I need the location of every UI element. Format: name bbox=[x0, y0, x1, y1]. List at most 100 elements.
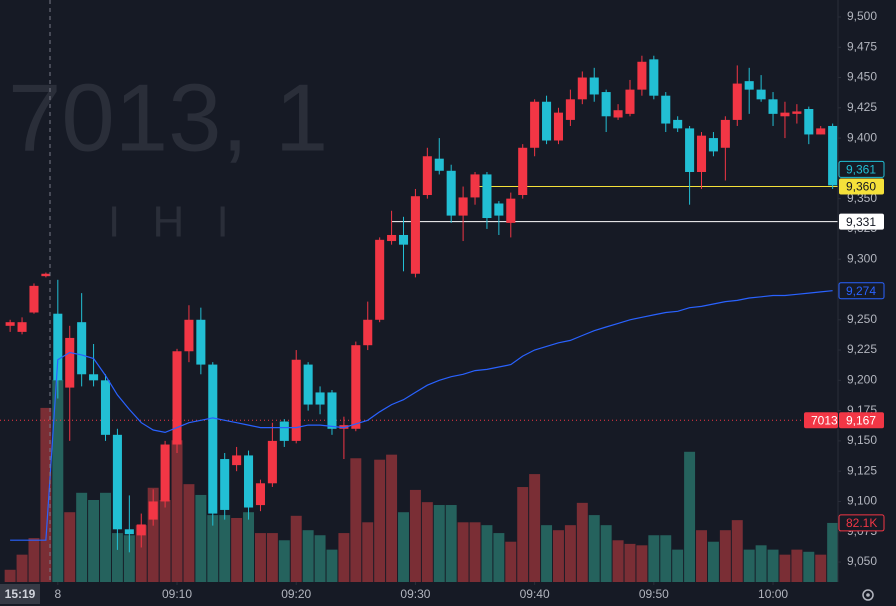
candle-body bbox=[410, 196, 420, 274]
volume-bar bbox=[183, 484, 195, 582]
candle-body bbox=[744, 81, 754, 90]
volume-bar bbox=[219, 515, 231, 582]
last-price-label: 9,361 bbox=[846, 162, 876, 176]
candle-body bbox=[65, 337, 75, 388]
volume-bar bbox=[100, 492, 111, 582]
y-tick-label: 9,475 bbox=[847, 39, 877, 53]
volume-bar bbox=[779, 554, 791, 582]
volume-bar bbox=[16, 554, 28, 582]
candle-body bbox=[494, 203, 504, 216]
candle-body bbox=[148, 501, 158, 520]
candle-body bbox=[232, 455, 242, 466]
volume-bar bbox=[827, 522, 839, 582]
volume-bar bbox=[743, 549, 755, 582]
y-tick-label: 9,300 bbox=[847, 251, 877, 265]
volume-bar bbox=[243, 512, 255, 582]
ma-label: 9,274 bbox=[846, 284, 876, 298]
candle-body bbox=[565, 99, 575, 120]
volume-bar bbox=[171, 440, 183, 582]
candle-body bbox=[29, 285, 39, 313]
price-line-label: 9,331 bbox=[846, 215, 876, 229]
candle-body bbox=[685, 128, 695, 172]
candle-body bbox=[577, 77, 587, 100]
candle-body bbox=[625, 89, 635, 114]
candle-body bbox=[160, 444, 170, 502]
volume-bar bbox=[111, 533, 123, 582]
volume-bar bbox=[481, 525, 493, 582]
y-tick-label: 9,450 bbox=[847, 70, 877, 84]
candle-body bbox=[41, 273, 51, 277]
candle-body bbox=[530, 101, 540, 148]
candle-body bbox=[446, 170, 456, 216]
candle-body bbox=[255, 483, 265, 506]
candle-body bbox=[315, 392, 325, 405]
volume-bar bbox=[564, 525, 576, 582]
candle-body bbox=[5, 322, 15, 326]
last-price-label-box bbox=[838, 160, 885, 178]
volume-bar bbox=[803, 551, 815, 582]
settings-icon[interactable] bbox=[862, 589, 874, 601]
volume-bar bbox=[409, 489, 421, 582]
volume-bar bbox=[64, 512, 76, 582]
prev-close-symbol: 7013 bbox=[811, 413, 838, 427]
candle-body bbox=[816, 128, 826, 135]
candle-body bbox=[291, 359, 301, 441]
volume-bar bbox=[684, 451, 696, 582]
candle-body bbox=[327, 392, 337, 429]
candle-body bbox=[542, 101, 552, 141]
candle-body bbox=[398, 234, 409, 245]
candle-body bbox=[506, 198, 516, 223]
y-tick-label: 9,125 bbox=[847, 463, 877, 477]
y-tick-label: 9,250 bbox=[847, 312, 877, 326]
candle-body bbox=[208, 364, 218, 514]
candle-body bbox=[553, 112, 563, 141]
candle-body bbox=[768, 99, 778, 114]
volume-bar bbox=[815, 554, 827, 582]
ma-label-box bbox=[838, 282, 885, 300]
prev-close-label-box bbox=[839, 412, 884, 429]
volume-bar bbox=[386, 454, 398, 582]
volume-bar bbox=[767, 549, 779, 582]
volume-bar bbox=[123, 535, 135, 582]
candle-body bbox=[89, 374, 99, 381]
candle-body bbox=[184, 319, 194, 352]
crosshair-label: 15:19 bbox=[5, 587, 36, 601]
candle-body bbox=[244, 455, 254, 508]
candle-body bbox=[100, 380, 111, 435]
volume-bar bbox=[52, 379, 64, 582]
volume-bar bbox=[338, 533, 350, 582]
candle-body bbox=[720, 119, 730, 148]
volume-bar bbox=[254, 533, 266, 582]
volume-bar bbox=[541, 525, 553, 582]
candle-body bbox=[220, 459, 230, 510]
volume-bar bbox=[159, 499, 171, 582]
volume-bar bbox=[4, 569, 16, 582]
volume-bar bbox=[231, 517, 243, 582]
candle-body bbox=[434, 158, 444, 171]
y-tick-label: 9,225 bbox=[847, 342, 877, 356]
y-tick-label: 9,425 bbox=[847, 100, 877, 114]
volume-bar bbox=[207, 515, 219, 582]
volume-bar bbox=[791, 549, 803, 582]
volume-bar bbox=[576, 502, 588, 582]
volume-bar bbox=[374, 459, 386, 582]
volume-bar bbox=[302, 530, 314, 582]
candle-body bbox=[482, 174, 492, 219]
volume-bar bbox=[135, 525, 147, 582]
candle-body bbox=[470, 174, 480, 198]
volume-label: 82.1K bbox=[846, 516, 877, 530]
watermark-symbol: 7013, 1 bbox=[8, 64, 328, 171]
candle-body bbox=[112, 434, 122, 530]
candle-body bbox=[828, 125, 838, 186]
x-tick-label: 09:50 bbox=[639, 587, 669, 601]
volume-bar bbox=[40, 407, 52, 582]
candle-body bbox=[363, 319, 373, 346]
candle-body bbox=[673, 119, 683, 129]
prev-close-label: 9,167 bbox=[846, 413, 876, 427]
volume-bar bbox=[314, 535, 326, 582]
candle-body bbox=[696, 135, 707, 172]
price-line-label: 9,360 bbox=[846, 180, 876, 194]
candle-body bbox=[124, 529, 134, 535]
candle-body bbox=[351, 345, 361, 429]
